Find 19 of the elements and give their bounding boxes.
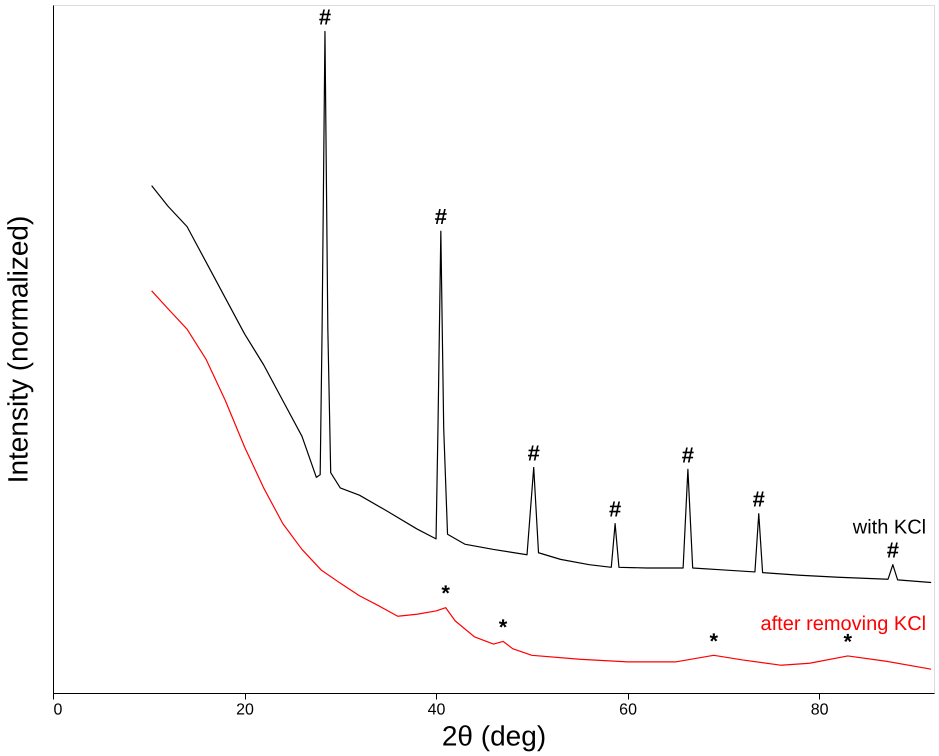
y-axis-title: Intensity (normalized) bbox=[2, 216, 34, 484]
x-tick-label: 20 bbox=[236, 702, 254, 718]
x-tick-label: 80 bbox=[810, 702, 829, 718]
annotation: # bbox=[886, 538, 899, 563]
annotation: # bbox=[682, 442, 694, 468]
annotation: * bbox=[709, 628, 718, 654]
series-label: after removing KCl bbox=[760, 613, 926, 636]
annotation: # bbox=[608, 496, 622, 522]
annotation: # bbox=[752, 486, 765, 512]
x-axis-title: 2θ (deg) bbox=[442, 720, 546, 752]
series-label: with KCl bbox=[852, 516, 926, 539]
annotation: # bbox=[434, 204, 447, 230]
annotation: * bbox=[441, 580, 450, 606]
x-tick-label: 60 bbox=[619, 702, 638, 718]
x-tick-label: 0 bbox=[54, 702, 62, 718]
annotation: * bbox=[498, 614, 508, 640]
annotation: # bbox=[528, 440, 540, 466]
x-tick-label: 40 bbox=[428, 702, 446, 718]
annotation: # bbox=[318, 4, 332, 30]
